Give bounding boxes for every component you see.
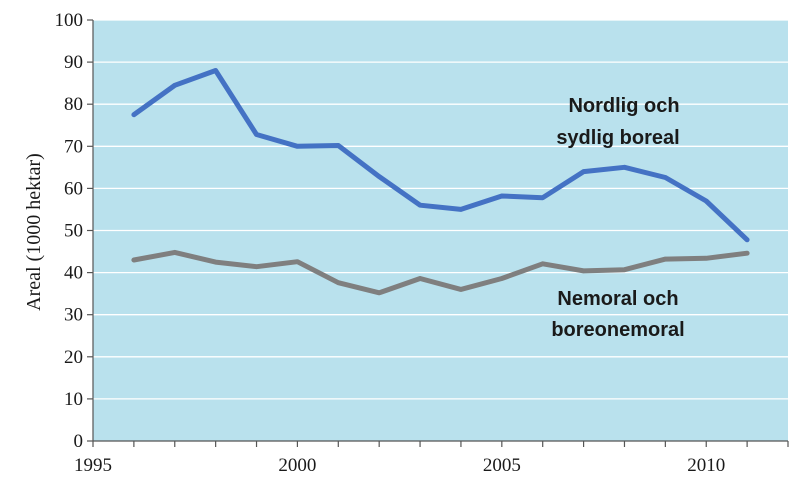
x-tick-label: 1995 [74, 455, 112, 476]
annotation-nemoral-line1: Nemoral och [557, 288, 678, 310]
data-point [499, 276, 505, 281]
series-line-1 [131, 68, 750, 243]
data-point [336, 280, 341, 285]
y-tick-label: 30 [64, 305, 83, 326]
y-tick-label: 40 [64, 263, 83, 284]
data-point [499, 193, 505, 199]
data-point [417, 203, 423, 208]
data-point [540, 261, 545, 266]
annotation-nemoral-line2: boreonemoral [551, 319, 684, 341]
data-point [213, 259, 218, 265]
tick-labels: 0 10 20 30 40 50 60 70 80 90 100 1995 2000 2005 2010 [55, 10, 726, 476]
data-point [254, 132, 259, 137]
x-tick-label: 2010 [687, 455, 725, 476]
data-point [744, 237, 750, 242]
data-point [458, 287, 464, 292]
data-point [376, 174, 382, 179]
data-point [131, 112, 137, 117]
data-point [295, 259, 300, 264]
y-tick-label: 70 [64, 136, 83, 157]
data-point [417, 276, 423, 281]
data-point [663, 175, 668, 180]
y-tick-label: 60 [64, 178, 83, 199]
y-axis-title: Areal (1000 hektar) [23, 153, 45, 311]
data-point [376, 290, 382, 296]
gridlines [93, 19, 788, 400]
data-point [744, 251, 750, 256]
data-point [213, 68, 218, 73]
data-point [704, 198, 709, 204]
data-point [663, 256, 668, 262]
series-lines [131, 68, 750, 296]
y-tick-label: 100 [55, 10, 84, 31]
annotation-boreal-line2: sydlig boreal [556, 127, 679, 149]
data-point [622, 165, 627, 170]
data-point [131, 257, 137, 263]
y-tick-label: 20 [64, 347, 83, 368]
y-tick-label: 90 [64, 52, 83, 73]
x-tick-label: 2000 [278, 455, 316, 476]
data-point [172, 83, 177, 88]
data-point [622, 267, 627, 272]
y-tick-label: 10 [64, 389, 83, 410]
x-tick-label: 2005 [483, 455, 521, 476]
data-point [254, 264, 259, 269]
data-point [295, 144, 300, 149]
data-point [581, 268, 586, 274]
data-point [336, 143, 341, 148]
y-tick-label: 80 [64, 94, 83, 115]
data-point [458, 207, 464, 212]
annotation-boreal-line1: Nordlig och [568, 95, 679, 117]
data-point [581, 169, 586, 174]
series-line-2 [131, 249, 750, 296]
data-point [172, 250, 177, 255]
y-tick-label: 50 [64, 221, 83, 242]
data-point [540, 195, 545, 200]
y-tick-label: 0 [74, 431, 84, 452]
data-point [704, 256, 709, 261]
axes [87, 19, 789, 447]
